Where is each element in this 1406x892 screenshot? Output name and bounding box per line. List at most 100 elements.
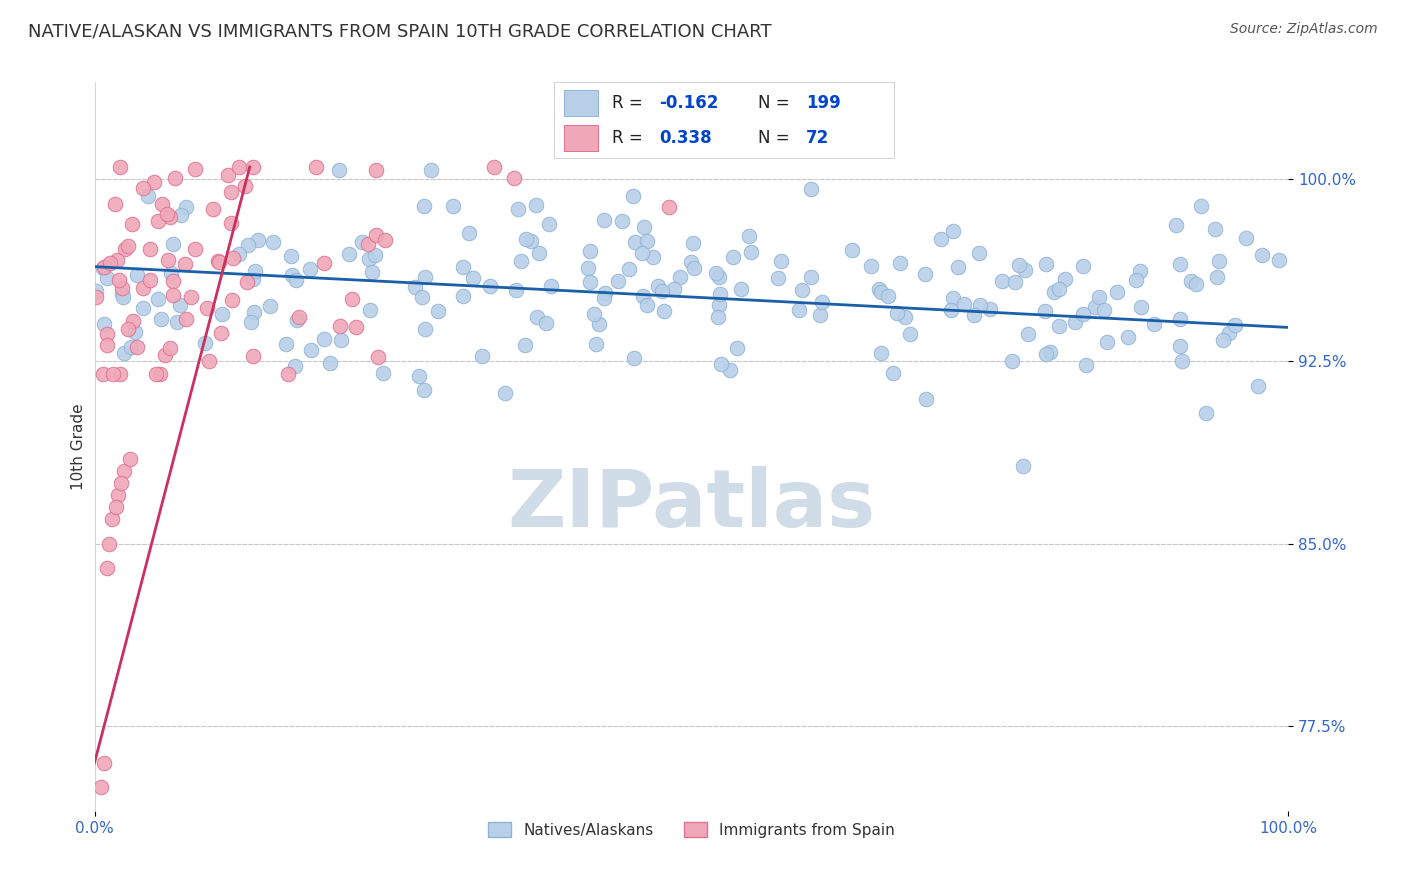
Point — [624, 235, 647, 249]
Point — [242, 160, 264, 174]
Point — [219, 216, 242, 230]
Point — [427, 304, 450, 318]
Point — [969, 298, 991, 312]
Point — [641, 250, 664, 264]
Point — [346, 320, 368, 334]
Point — [101, 367, 124, 381]
Point — [929, 232, 952, 246]
Point — [411, 290, 433, 304]
Point — [233, 178, 256, 193]
Point — [636, 298, 658, 312]
Point — [142, 175, 165, 189]
Point — [506, 202, 529, 217]
Point — [1234, 231, 1257, 245]
Point — [117, 321, 139, 335]
Point — [136, 189, 159, 203]
Point — [1129, 300, 1152, 314]
Point — [527, 246, 550, 260]
Point — [361, 265, 384, 279]
Point — [631, 289, 654, 303]
Point — [1166, 218, 1188, 232]
Point — [877, 289, 900, 303]
Point — [374, 233, 396, 247]
Point — [236, 276, 259, 290]
Point — [738, 228, 761, 243]
Point — [240, 315, 263, 329]
Point — [329, 333, 352, 347]
Point — [96, 561, 118, 575]
Point — [631, 246, 654, 260]
Point — [364, 248, 387, 262]
Point — [718, 363, 741, 377]
Point — [942, 224, 965, 238]
Point — [217, 168, 239, 182]
Point — [939, 303, 962, 318]
Point — [991, 274, 1014, 288]
Point — [582, 307, 605, 321]
Point — [658, 200, 681, 214]
Point — [1004, 275, 1026, 289]
Point — [1218, 326, 1240, 341]
Point — [1204, 222, 1226, 236]
Point — [1071, 307, 1094, 321]
Point — [707, 310, 730, 325]
Point — [415, 270, 437, 285]
Point — [197, 353, 219, 368]
Point — [515, 338, 537, 352]
Point — [121, 217, 143, 231]
Point — [159, 210, 181, 224]
Point — [1208, 254, 1230, 268]
Point — [219, 185, 242, 199]
Point — [90, 780, 112, 794]
Point — [1035, 257, 1057, 271]
Point — [337, 247, 360, 261]
Point — [494, 386, 516, 401]
Point — [800, 269, 823, 284]
Point — [1095, 334, 1118, 349]
Point — [127, 340, 149, 354]
Point — [107, 488, 129, 502]
Point — [946, 260, 969, 275]
Point — [740, 244, 762, 259]
Point — [621, 189, 644, 203]
Point — [540, 279, 562, 293]
Point — [124, 325, 146, 339]
Point — [593, 291, 616, 305]
Point — [131, 281, 153, 295]
Point — [284, 359, 307, 373]
Point — [111, 281, 134, 295]
Point — [366, 162, 388, 177]
Point — [107, 273, 129, 287]
Point — [413, 321, 436, 335]
Point — [451, 289, 474, 303]
Point — [1084, 300, 1107, 314]
Point — [869, 285, 891, 299]
Point — [1014, 262, 1036, 277]
Point — [93, 260, 115, 275]
Point — [101, 512, 124, 526]
Y-axis label: 10th Grade: 10th Grade — [72, 403, 86, 490]
Point — [1184, 277, 1206, 292]
Point — [125, 268, 148, 282]
Point — [96, 271, 118, 285]
Point — [105, 500, 128, 515]
Point — [709, 286, 731, 301]
Point — [329, 318, 352, 333]
Point — [299, 343, 322, 358]
Point — [914, 267, 936, 281]
Point — [174, 257, 197, 271]
Point — [153, 348, 176, 362]
Point — [159, 341, 181, 355]
Point — [889, 256, 911, 270]
Point — [359, 252, 381, 266]
Point — [952, 297, 974, 311]
Point — [132, 181, 155, 195]
Point — [1268, 253, 1291, 268]
Point — [502, 171, 524, 186]
Point — [112, 345, 135, 359]
Point — [1170, 354, 1192, 368]
Point — [669, 270, 692, 285]
Point — [105, 252, 128, 267]
Point — [1212, 334, 1234, 348]
Point — [408, 369, 430, 384]
